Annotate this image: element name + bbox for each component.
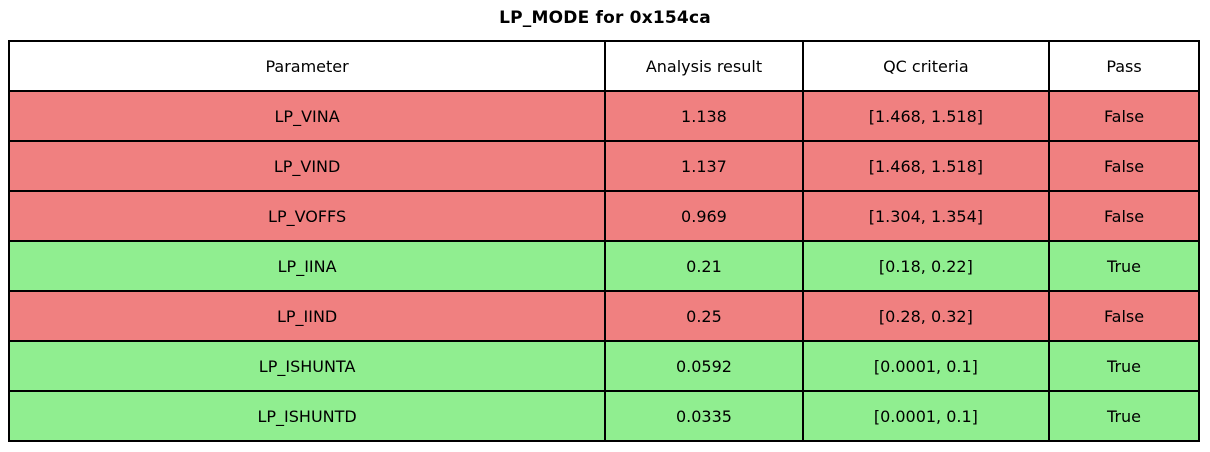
figure-title: LP_MODE for 0x154ca [499, 8, 711, 28]
cell-qc-criteria: [0.28, 0.32] [801, 290, 1051, 342]
table-row: LP_ISHUNTA 0.0592 [0.0001, 0.1] True [7, 340, 1200, 392]
cell-pass: True [1048, 340, 1200, 392]
cell-pass: True [1048, 390, 1200, 442]
header-pass: Pass [1048, 40, 1200, 92]
cell-parameter: LP_ISHUNTA [7, 340, 607, 392]
cell-pass: False [1048, 290, 1200, 342]
table-row: LP_VINA 1.138 [1.468, 1.518] False [7, 90, 1200, 142]
cell-pass: False [1048, 90, 1200, 142]
cell-pass: False [1048, 140, 1200, 192]
cell-parameter: LP_ISHUNTD [7, 390, 607, 442]
cell-qc-criteria: [0.0001, 0.1] [801, 390, 1051, 442]
header-parameter: Parameter [7, 40, 607, 92]
header-analysis-result: Analysis result [604, 40, 804, 92]
header-row: Parameter Analysis result QC criteria Pa… [7, 40, 1200, 92]
cell-pass: False [1048, 190, 1200, 242]
cell-qc-criteria: [1.304, 1.354] [801, 190, 1051, 242]
qc-results-table: Parameter Analysis result QC criteria Pa… [7, 40, 1200, 442]
cell-parameter: LP_IIND [7, 290, 607, 342]
cell-parameter: LP_IINA [7, 240, 607, 292]
cell-qc-criteria: [0.0001, 0.1] [801, 340, 1051, 392]
table-row: LP_IIND 0.25 [0.28, 0.32] False [7, 290, 1200, 342]
table-row: LP_ISHUNTD 0.0335 [0.0001, 0.1] True [7, 390, 1200, 442]
cell-analysis-result: 1.138 [604, 90, 804, 142]
cell-parameter: LP_VIND [7, 140, 607, 192]
header-qc-criteria: QC criteria [801, 40, 1051, 92]
cell-analysis-result: 0.21 [604, 240, 804, 292]
cell-analysis-result: 0.0335 [604, 390, 804, 442]
table-row: LP_IINA 0.21 [0.18, 0.22] True [7, 240, 1200, 292]
cell-parameter: LP_VOFFS [7, 190, 607, 242]
cell-analysis-result: 0.0592 [604, 340, 804, 392]
table-row: LP_VIND 1.137 [1.468, 1.518] False [7, 140, 1200, 192]
cell-qc-criteria: [1.468, 1.518] [801, 90, 1051, 142]
cell-analysis-result: 0.25 [604, 290, 804, 342]
cell-qc-criteria: [0.18, 0.22] [801, 240, 1051, 292]
cell-qc-criteria: [1.468, 1.518] [801, 140, 1051, 192]
cell-analysis-result: 0.969 [604, 190, 804, 242]
table-row: LP_VOFFS 0.969 [1.304, 1.354] False [7, 190, 1200, 242]
cell-parameter: LP_VINA [7, 90, 607, 142]
cell-pass: True [1048, 240, 1200, 292]
cell-analysis-result: 1.137 [604, 140, 804, 192]
